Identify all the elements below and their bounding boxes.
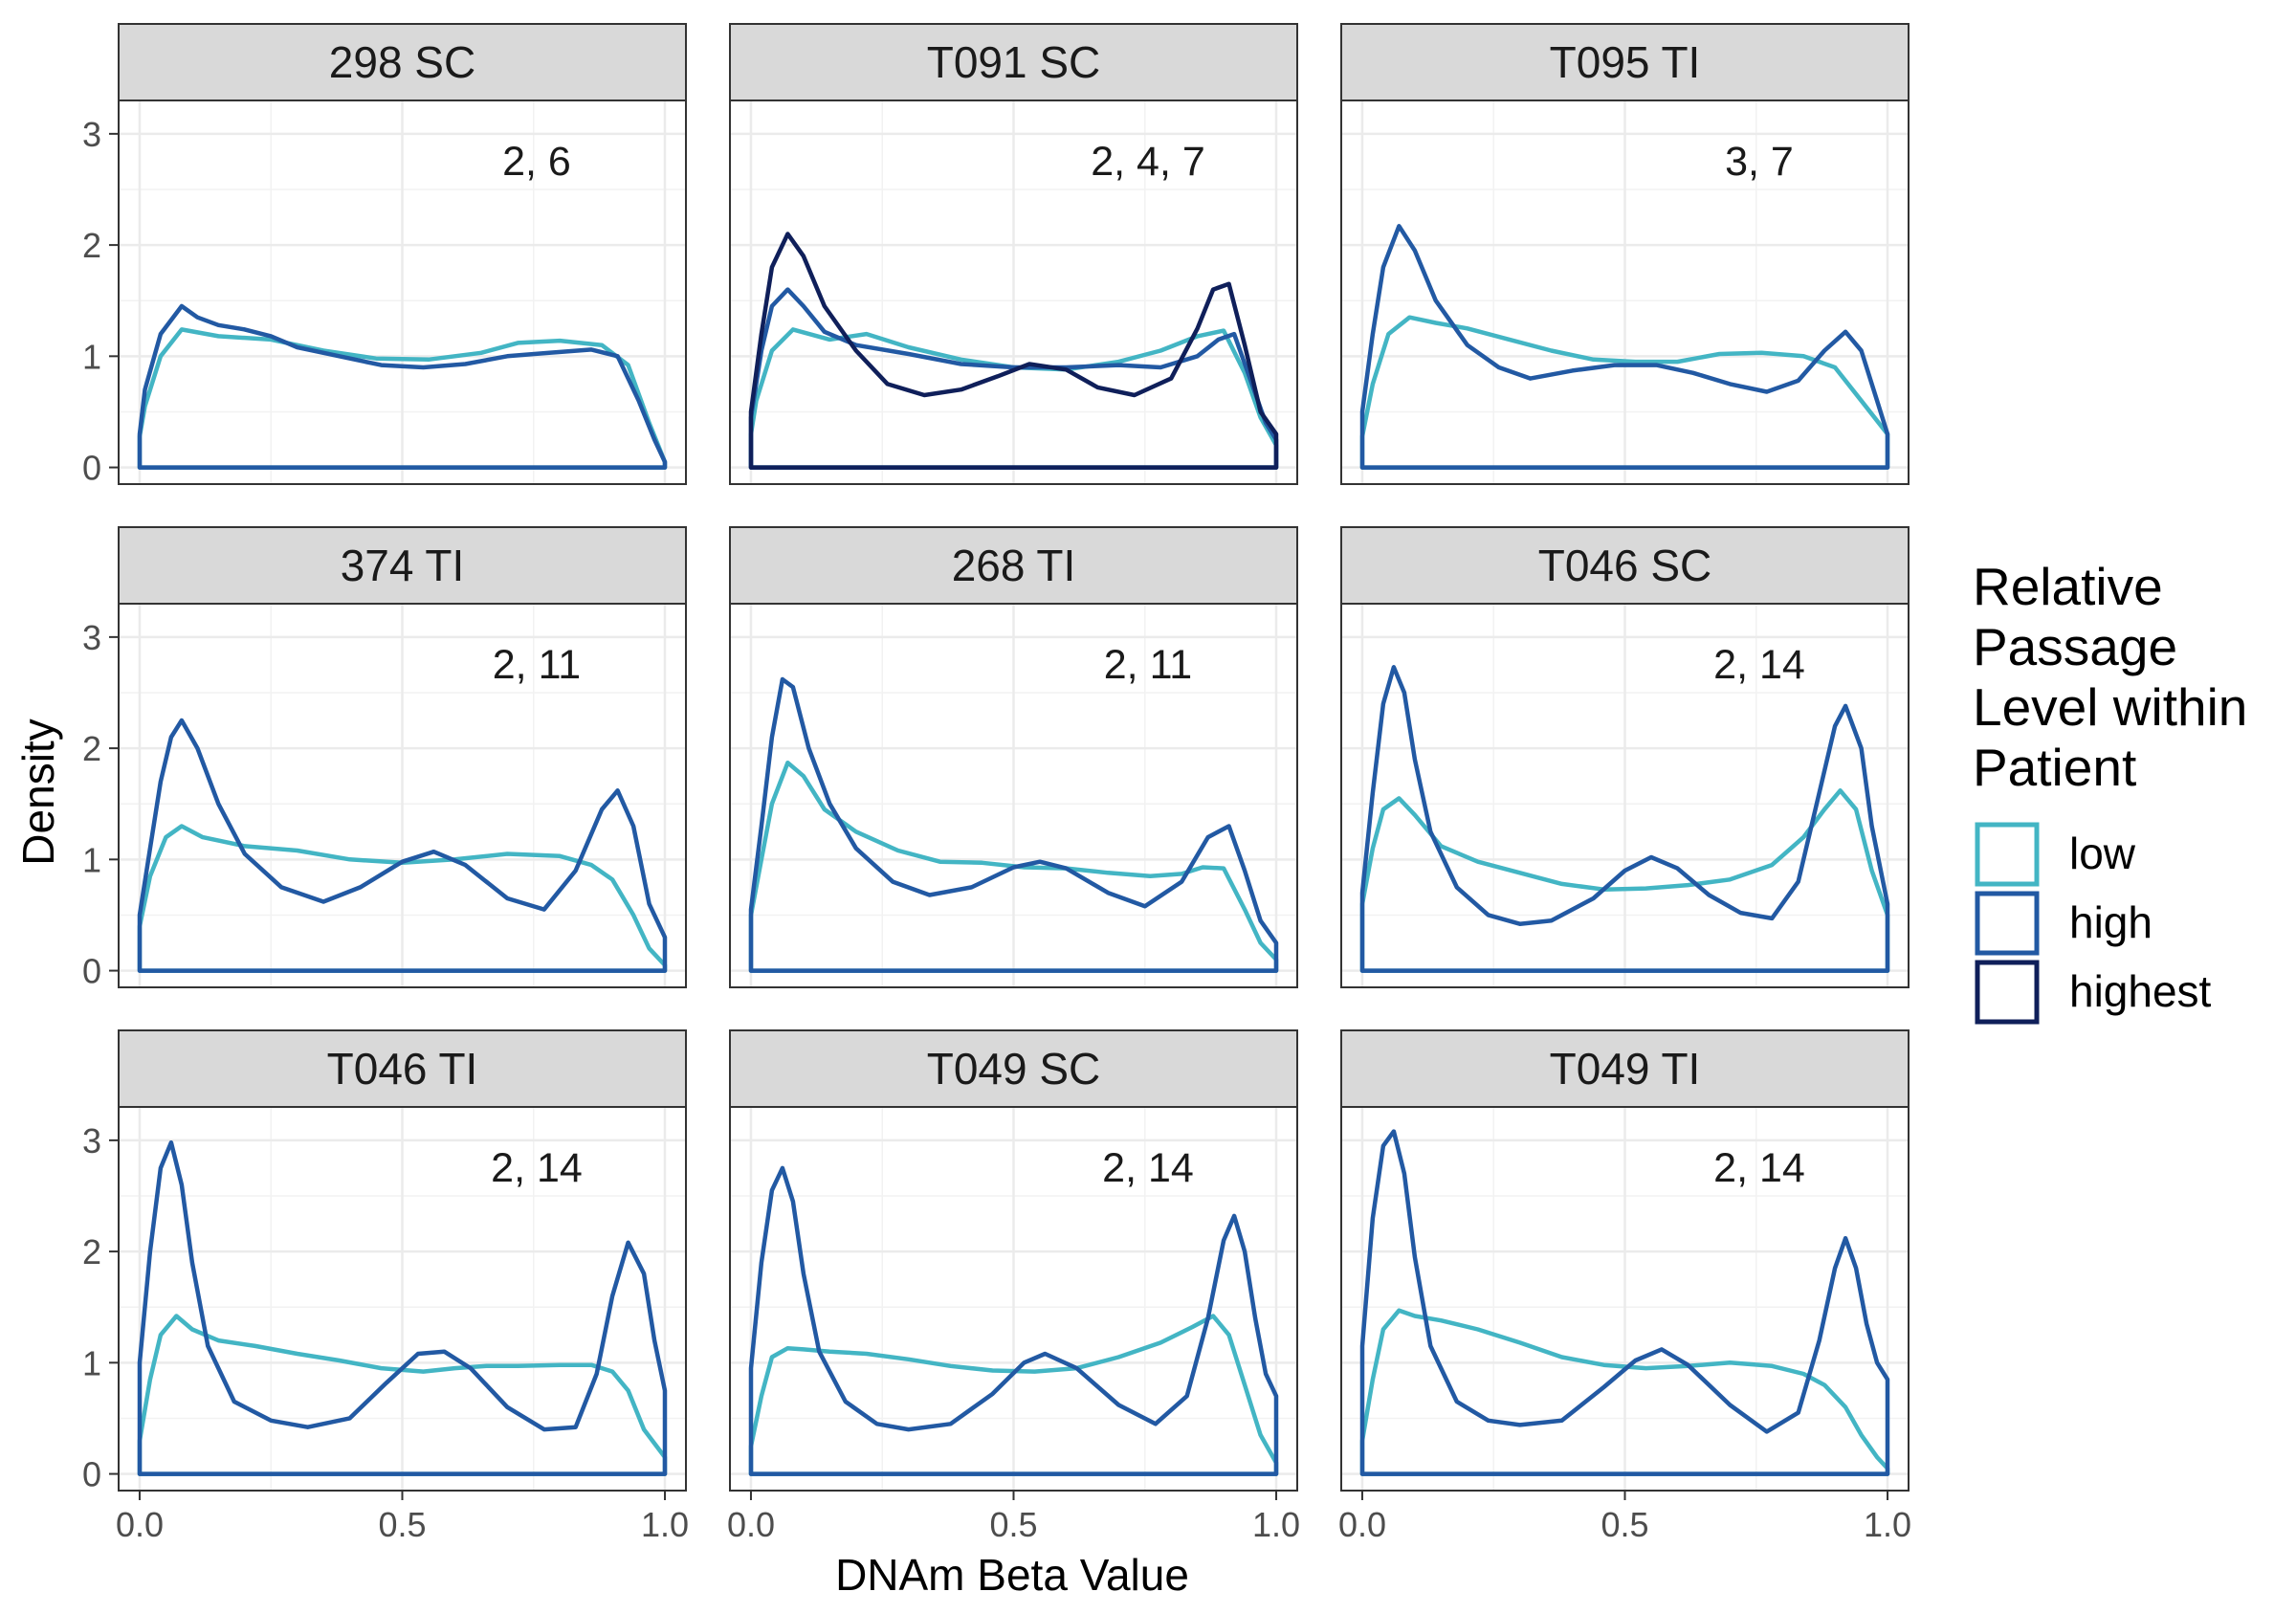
- facet-title: T046 SC: [1538, 541, 1712, 590]
- facet-title: T049 SC: [927, 1044, 1101, 1094]
- panel-border: [729, 99, 1298, 485]
- facet-strip: [1340, 526, 1910, 605]
- density-curve-high: [1359, 1129, 1890, 1476]
- panel-annotation: 2, 14: [1102, 1145, 1194, 1191]
- y-tick-label: 3: [82, 1121, 101, 1161]
- x-tick-label: 0.5: [989, 1505, 1037, 1544]
- facet-title: 374 TI: [341, 541, 465, 590]
- facet-panel: 298 SC 2, 6: [118, 23, 687, 485]
- legend-title-line: Level within: [1973, 677, 2247, 737]
- y-tick-label: 2: [82, 1232, 101, 1271]
- facet-strip: [729, 23, 1298, 101]
- y-tick-label: 1: [82, 337, 101, 376]
- facet-strip: [729, 1029, 1298, 1108]
- panel-border: [1340, 99, 1910, 485]
- y-tick-label: 2: [82, 729, 101, 768]
- x-tick-label: 0.0: [1338, 1505, 1386, 1544]
- density-curve-high: [1359, 665, 1890, 973]
- density-curve-high: [1359, 224, 1890, 470]
- x-tick-label: 1.0: [1252, 1505, 1300, 1544]
- density-curve-low: [137, 824, 668, 973]
- density-curve-low: [1359, 315, 1890, 470]
- x-tick-label: 0.0: [727, 1505, 775, 1544]
- density-curve-low: [748, 760, 1279, 973]
- density-curve-low: [1359, 788, 1890, 973]
- legend-title-line: Passage: [1973, 617, 2177, 676]
- panel-annotation: 2, 14: [491, 1145, 583, 1191]
- legend-label-high: high: [2069, 897, 2152, 947]
- facet-title: T091 SC: [927, 37, 1101, 87]
- facet-panel: 268 TI 2, 11: [729, 526, 1298, 988]
- density-curve-high: [137, 303, 668, 470]
- legend-key-high: [1975, 891, 2040, 956]
- panel-annotation: 2, 11: [1104, 642, 1192, 688]
- x-tick-label: 1.0: [641, 1505, 689, 1544]
- facet-panel: T095 TI 3, 7: [1340, 23, 1910, 485]
- facet-title: T095 TI: [1550, 37, 1701, 87]
- facet-title: T046 TI: [327, 1044, 478, 1094]
- panel-annotation: 2, 14: [1713, 642, 1805, 688]
- density-curve-high: [137, 1139, 668, 1476]
- density-curve-low: [748, 1314, 1279, 1476]
- y-tick-label: 3: [82, 115, 101, 154]
- density-curve-highest: [748, 232, 1279, 470]
- density-curve-high: [748, 1165, 1279, 1476]
- x-tick-label: 1.0: [1864, 1505, 1911, 1544]
- facet-panel: T046 SC 2, 14: [1340, 526, 1910, 988]
- panel-annotation: 2, 14: [1713, 1145, 1805, 1191]
- facet-panel: T046 TI 2, 14: [118, 1029, 687, 1492]
- x-axes: 0.0 0.5 1.0 0.0 0.5 1.0 0.0 0.5 1.0: [116, 1491, 1911, 1544]
- facet-panel: 374 TI 2, 11: [118, 526, 687, 988]
- legend-key-highest: [1975, 960, 2040, 1025]
- x-tick-label: 0.5: [1601, 1505, 1648, 1544]
- density-curve-low: [1359, 1308, 1890, 1476]
- density-curve-low: [137, 1314, 668, 1476]
- x-tick-label: 0.5: [378, 1505, 426, 1544]
- panel-annotation: 3, 7: [1725, 139, 1794, 185]
- facet-title: 268 TI: [952, 541, 1076, 590]
- panels: 298 SC 2, 6 T091 SC 2, 4, 7 T095 TI 3, 7 374 T…: [118, 23, 1910, 1492]
- facet-strip: [118, 23, 687, 101]
- y-tick-label: 0: [82, 449, 101, 488]
- legend-title-line: Relative: [1973, 557, 2163, 616]
- y-axes: 0 1 2 3 0 1 2 3 0 1 2 3: [82, 115, 119, 1494]
- x-axis-title: DNAm Beta Value: [835, 1550, 1189, 1600]
- facet-title: T049 TI: [1550, 1044, 1701, 1094]
- panel-border: [118, 99, 687, 485]
- facet-title: 298 SC: [329, 37, 475, 87]
- legend-key-low: [1975, 822, 2040, 887]
- facet-strip: [118, 1029, 687, 1108]
- panel-border: [118, 603, 687, 988]
- x-tick-label: 0.0: [116, 1505, 164, 1544]
- facet-strip: [118, 526, 687, 605]
- density-curve-high: [137, 718, 668, 973]
- density-curve-high: [748, 676, 1279, 973]
- facet-panel: T091 SC 2, 4, 7: [729, 23, 1298, 485]
- legend-label-highest: highest: [2069, 966, 2212, 1016]
- panel-annotation: 2, 11: [493, 642, 581, 688]
- panel-annotation: 2, 4, 7: [1091, 139, 1205, 185]
- panel-border: [729, 603, 1298, 988]
- legend-title-line: Patient: [1973, 738, 2136, 797]
- y-tick-label: 1: [82, 840, 101, 879]
- panel-border: [1340, 603, 1910, 988]
- y-tick-label: 1: [82, 1343, 101, 1382]
- y-axis-title: Density: [13, 719, 63, 865]
- y-tick-label: 2: [82, 226, 101, 265]
- y-tick-label: 3: [82, 618, 101, 657]
- facet-panel: T049 TI 2, 14: [1340, 1029, 1910, 1492]
- y-tick-label: 0: [82, 952, 101, 991]
- panel-annotation: 2, 6: [502, 139, 571, 185]
- facet-strip: [729, 526, 1298, 605]
- facet-panel: T049 SC 2, 14: [729, 1029, 1298, 1492]
- legend-label-low: low: [2069, 829, 2136, 878]
- y-tick-label: 0: [82, 1455, 101, 1494]
